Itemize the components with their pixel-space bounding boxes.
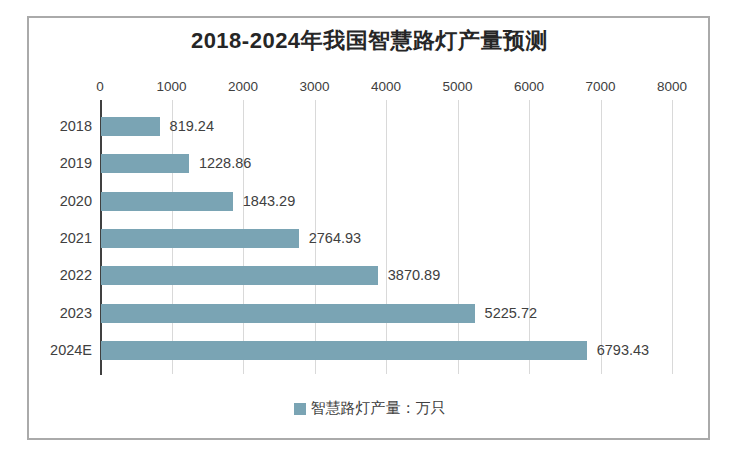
value-label: 1228.86	[199, 154, 251, 173]
legend-marker-icon	[294, 403, 306, 415]
x-axis-tick-label: 5000	[428, 79, 488, 94]
value-label: 2764.93	[309, 229, 361, 248]
category-label: 2023	[20, 304, 92, 323]
category-label: 2024E	[20, 341, 92, 360]
category-label: 2018	[20, 117, 92, 136]
gridline	[458, 100, 459, 374]
bar	[101, 266, 378, 285]
chart-title: 2018-2024年我国智慧路灯产量预测	[27, 26, 712, 56]
category-label: 2020	[20, 192, 92, 211]
bar	[101, 154, 189, 173]
gridline	[672, 100, 673, 374]
bar	[101, 341, 587, 360]
x-axis-tick-label: 4000	[356, 79, 416, 94]
legend: 智慧路灯产量：万只	[27, 399, 712, 418]
bar	[101, 229, 299, 248]
legend-label: 智慧路灯产量：万只	[311, 399, 446, 418]
bar	[101, 304, 475, 323]
bar	[101, 117, 160, 136]
category-label: 2022	[20, 266, 92, 285]
x-axis-tick-label: 2000	[213, 79, 273, 94]
x-axis-tick-label: 7000	[571, 79, 631, 94]
bar	[101, 192, 233, 211]
gridline	[601, 100, 602, 374]
value-label: 3870.89	[388, 266, 440, 285]
value-label: 5225.72	[485, 304, 537, 323]
category-label: 2019	[20, 154, 92, 173]
x-axis-tick-label: 6000	[499, 79, 559, 94]
x-axis-tick-label: 1000	[142, 79, 202, 94]
value-label: 6793.43	[597, 341, 649, 360]
x-axis-tick-label: 8000	[642, 79, 702, 94]
x-axis-tick-label: 0	[70, 79, 130, 94]
chart-canvas: 2018-2024年我国智慧路灯产量预测 0 1000 2000 3000 4000 50…	[0, 0, 740, 464]
value-label: 1843.29	[243, 192, 295, 211]
value-label: 819.24	[170, 117, 214, 136]
x-axis-tick-label: 3000	[285, 79, 345, 94]
category-label: 2021	[20, 229, 92, 248]
gridline	[529, 100, 530, 374]
gridline	[386, 100, 387, 374]
